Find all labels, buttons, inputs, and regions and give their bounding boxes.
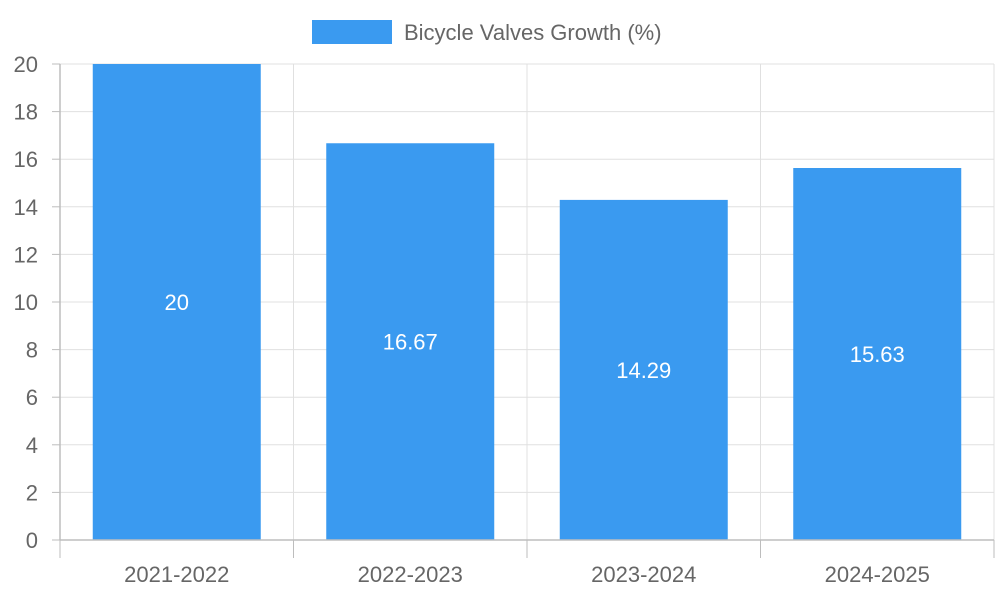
y-tick-label: 6 bbox=[26, 385, 38, 410]
bar-value-label: 14.29 bbox=[616, 358, 671, 383]
bar-2023-2024[interactable] bbox=[559, 199, 728, 540]
x-tick-label: 2021-2022 bbox=[124, 562, 229, 587]
y-tick-label: 0 bbox=[26, 528, 38, 553]
y-tick-label: 18 bbox=[14, 100, 38, 125]
bars: 20 16.67 14.29 15.63 bbox=[92, 64, 962, 541]
x-tick-label: 2024-2025 bbox=[825, 562, 930, 587]
legend: Bicycle Valves Growth (%) bbox=[312, 20, 662, 45]
legend-label: Bicycle Valves Growth (%) bbox=[404, 20, 662, 45]
y-tick-label: 20 bbox=[14, 52, 38, 77]
bar-value-label: 20 bbox=[165, 290, 189, 315]
y-tick-label: 4 bbox=[26, 433, 38, 458]
y-tick-label: 2 bbox=[26, 480, 38, 505]
legend-swatch bbox=[312, 20, 392, 44]
bar-value-label: 15.63 bbox=[850, 342, 905, 367]
y-tick-label: 12 bbox=[14, 242, 38, 267]
bar-2024-2025[interactable] bbox=[793, 168, 962, 541]
x-tick-label: 2022-2023 bbox=[358, 562, 463, 587]
axes: 0 2 4 6 8 10 12 14 16 18 20 2021-2022 2022-2023 2023-… bbox=[14, 52, 995, 587]
y-tick-label: 8 bbox=[26, 338, 38, 363]
bar-2021-2022[interactable] bbox=[92, 64, 261, 540]
bar-value-label: 16.67 bbox=[383, 330, 438, 355]
bar-2022-2023[interactable] bbox=[326, 143, 495, 540]
y-tick-label: 14 bbox=[14, 195, 38, 220]
y-tick-label: 10 bbox=[14, 290, 38, 315]
x-tick-label: 2023-2024 bbox=[591, 562, 696, 587]
y-tick-label: 16 bbox=[14, 147, 38, 172]
